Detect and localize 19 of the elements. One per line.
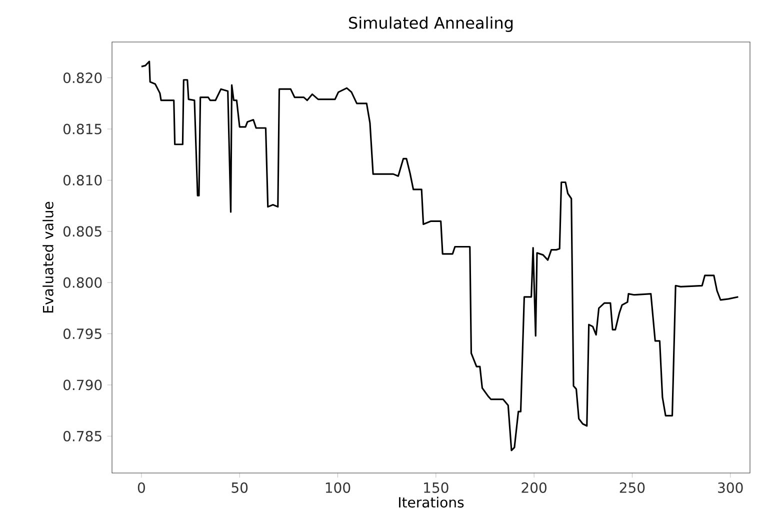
y-tick-label: 0.810 xyxy=(63,174,102,186)
y-tick-label: 0.800 xyxy=(63,277,102,288)
x-tick-label: 100 xyxy=(326,482,350,493)
y-tick-label: 0.790 xyxy=(63,380,102,390)
x-tick-label: 200 xyxy=(522,482,546,493)
x-tick-label: 250 xyxy=(620,482,645,493)
y-axis-title: Evaluated value xyxy=(42,202,54,312)
chart-title: Simulated Annealing xyxy=(349,16,513,32)
x-tick-label: 50 xyxy=(232,482,248,493)
y-tick-label: 0.815 xyxy=(63,124,102,134)
y-tick-label: 0.805 xyxy=(63,226,102,237)
x-axis-title: Iterations xyxy=(399,496,464,508)
y-tick-label: 0.820 xyxy=(63,72,102,84)
y-tick-label: 0.785 xyxy=(63,430,102,442)
x-tick-label: 0 xyxy=(138,482,145,493)
x-tick-label: 150 xyxy=(424,482,448,493)
line-series xyxy=(140,60,740,452)
y-tick-label: 0.795 xyxy=(63,328,102,340)
x-tick-label: 300 xyxy=(718,482,743,493)
